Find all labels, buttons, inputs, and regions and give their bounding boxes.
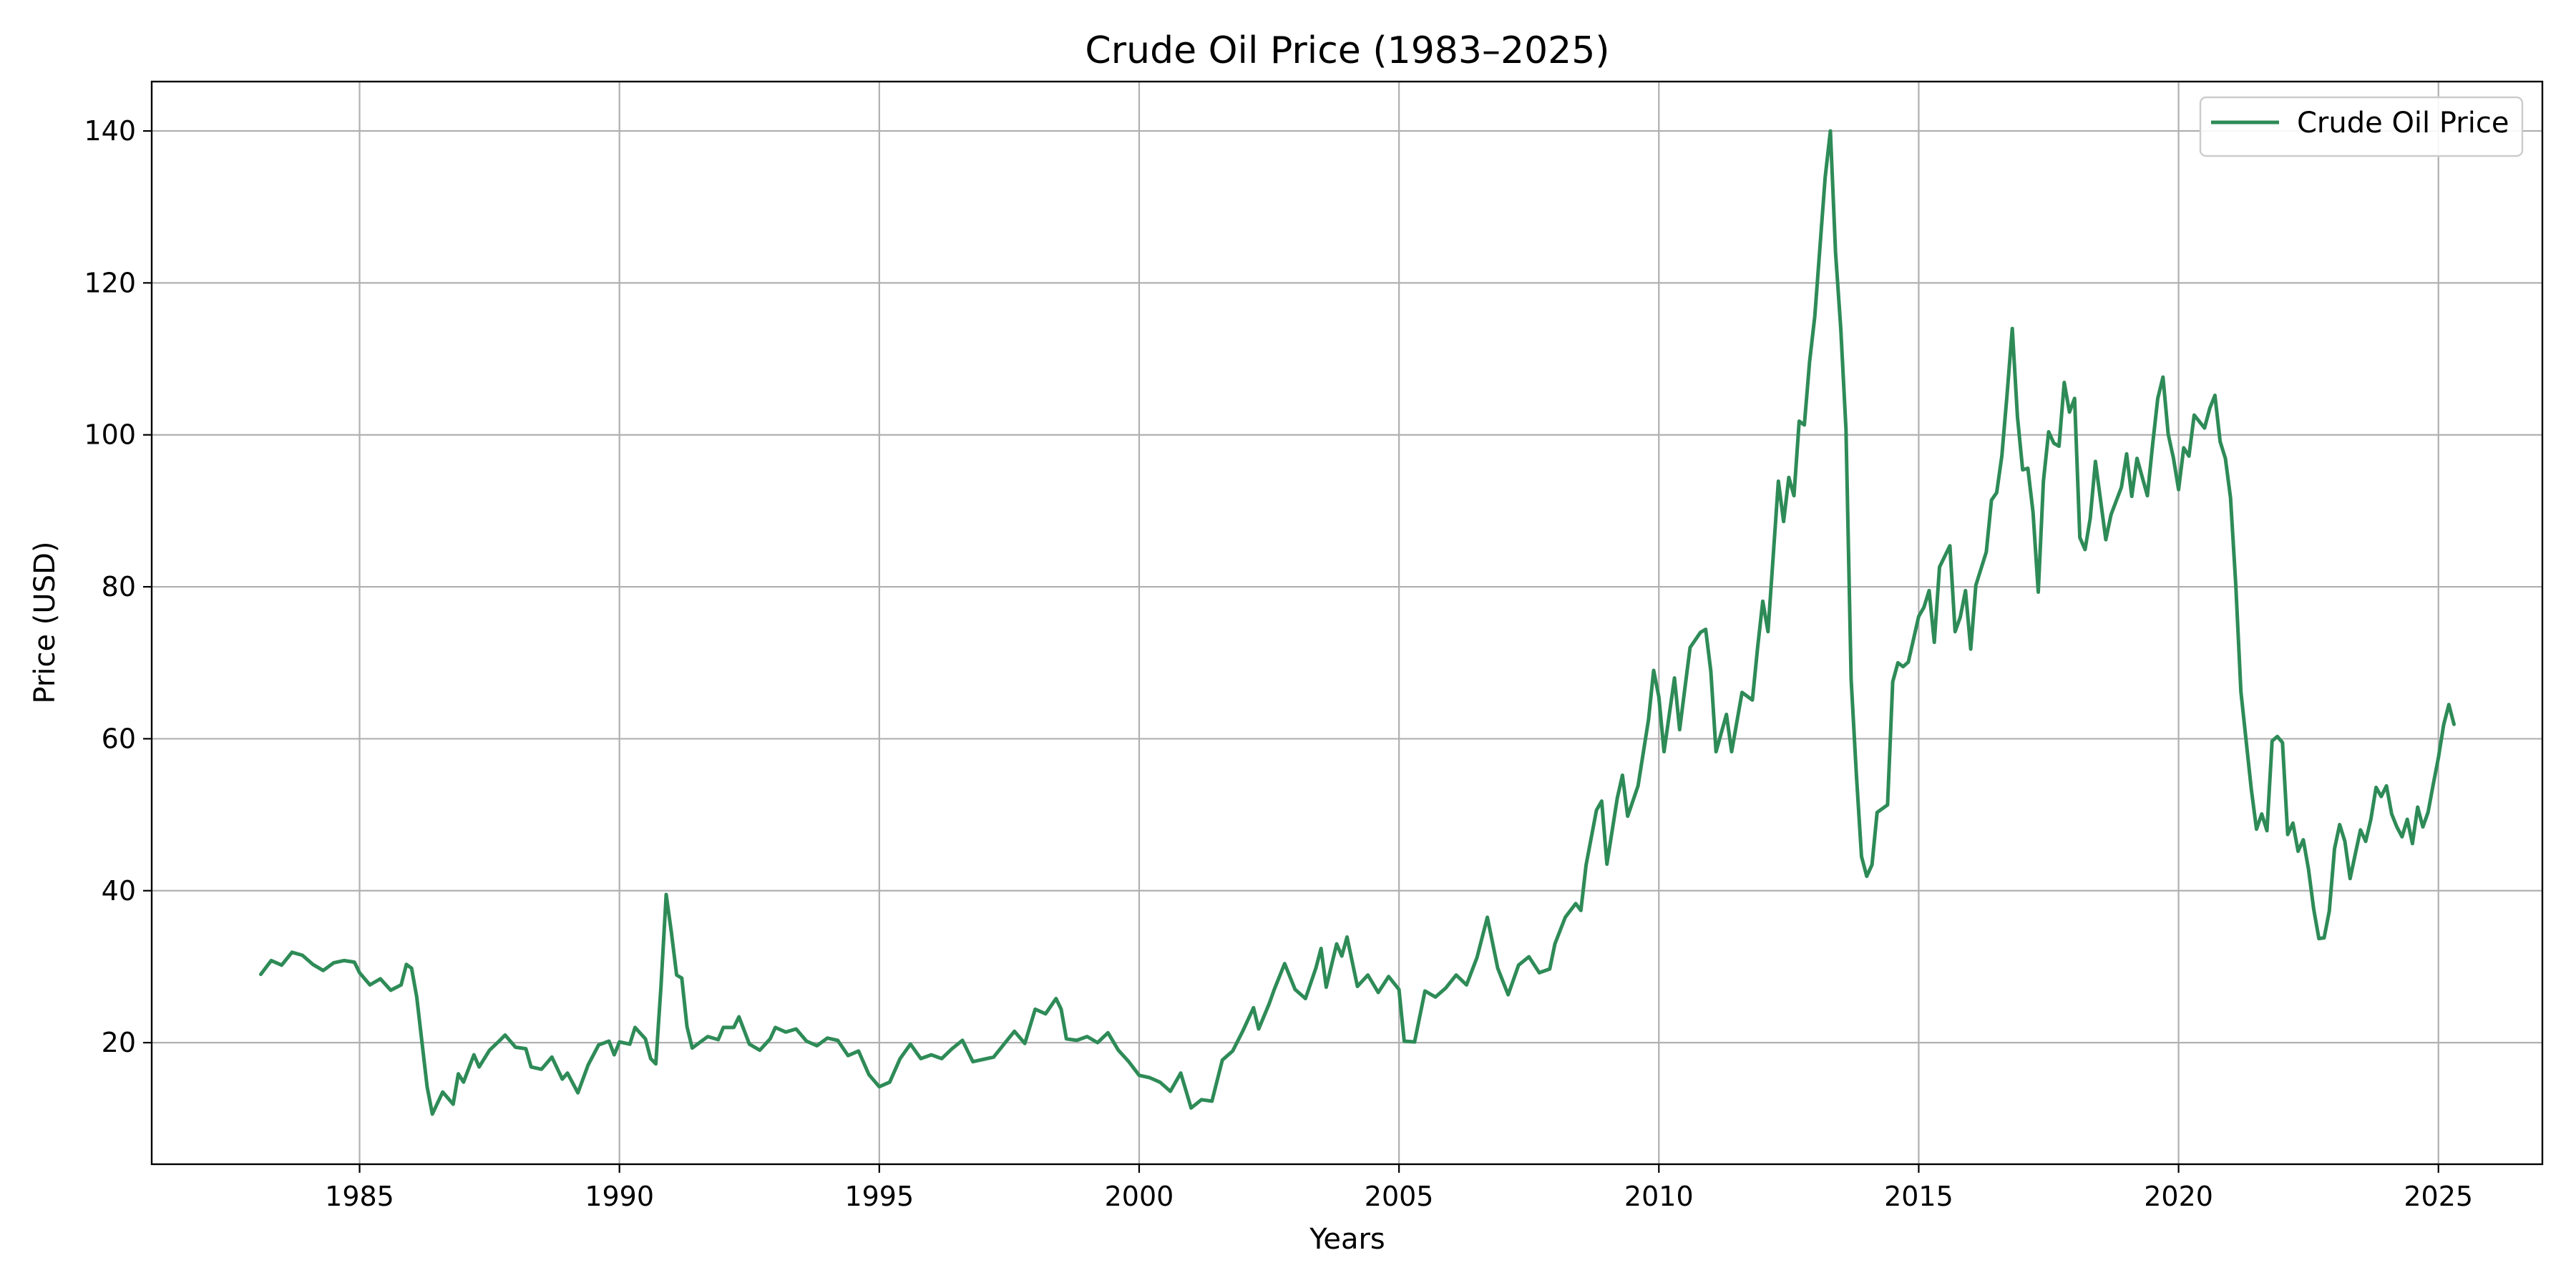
x-tick-label: 1990 [585, 1181, 654, 1212]
x-tick-label: 2025 [2404, 1181, 2473, 1212]
x-tick-label: 2005 [1365, 1181, 1434, 1212]
legend-box [2199, 96, 2524, 157]
x-tick-label: 2000 [1105, 1181, 1174, 1212]
y-tick-label: 140 [84, 115, 136, 147]
x-tick-label: 1985 [325, 1181, 394, 1212]
x-tick-label: 1995 [844, 1181, 914, 1212]
x-tick-label: 2015 [1884, 1181, 1953, 1212]
legend: Crude Oil Price [2199, 96, 2524, 157]
y-tick-label: 80 [102, 571, 136, 602]
y-tick-label: 40 [102, 875, 136, 907]
y-axis-ticks: 20 40 60 80 100 120 140 [84, 115, 152, 1058]
series-line-crude-oil-price [259, 129, 2456, 1116]
grid-lines [152, 82, 2542, 1164]
chart-title: Crude Oil Price (1983–2025) [1085, 29, 1609, 72]
y-tick-label: 120 [84, 267, 136, 298]
y-tick-label: 100 [84, 419, 136, 451]
x-axis-label: Years [1309, 1223, 1385, 1256]
plot-frame [150, 80, 2544, 1166]
y-tick-label: 20 [102, 1027, 136, 1058]
y-axis-label: Price (USD) [29, 542, 62, 704]
x-tick-label: 2020 [2144, 1181, 2213, 1212]
x-axis-ticks: 1985 1990 1995 2000 2005 2010 2015 2020 2025 [325, 1164, 2473, 1212]
y-tick-label: 60 [102, 723, 136, 754]
legend-label: Crude Oil Price [2297, 107, 2509, 140]
x-tick-label: 2010 [1624, 1181, 1694, 1212]
series-group [259, 129, 2456, 1116]
